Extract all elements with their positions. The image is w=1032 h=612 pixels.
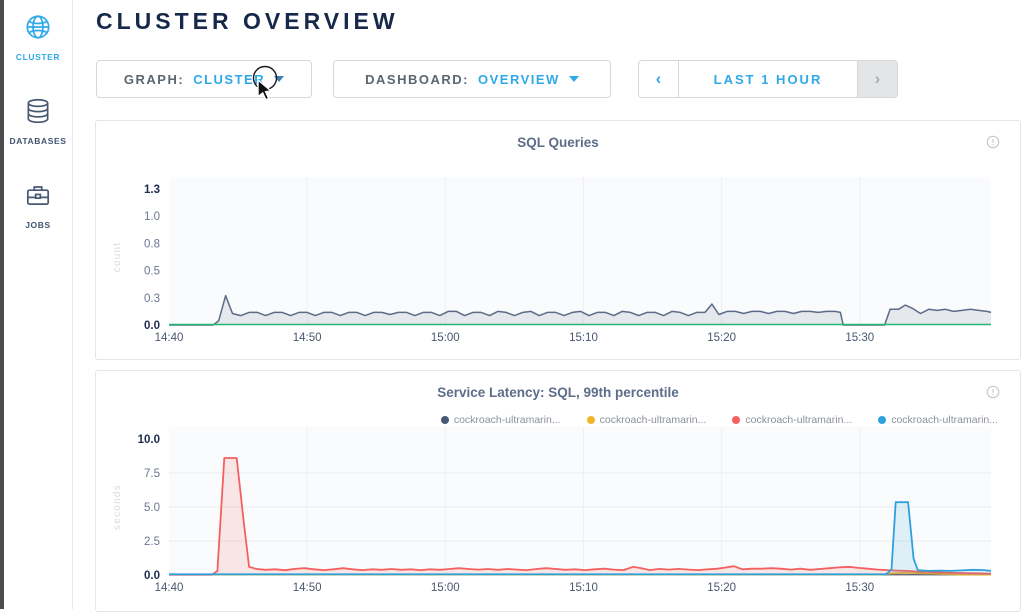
svg-text:15:30: 15:30 xyxy=(845,582,874,594)
svg-text:seconds: seconds xyxy=(112,484,123,530)
dashboard-dropdown-value: OVERVIEW xyxy=(478,71,560,87)
sidebar: CLUSTER DATABASES JOBS xyxy=(4,0,73,609)
info-icon[interactable] xyxy=(986,385,1000,404)
legend-label: cockroach-ultramarin... xyxy=(599,414,707,426)
legend-item[interactable]: cockroach-ultramarin... xyxy=(440,414,561,426)
graph-dropdown[interactable]: GRAPH: CLUSTER xyxy=(96,60,312,98)
legend-item[interactable]: cockroach-ultramarin... xyxy=(586,414,707,426)
sidebar-item-label: JOBS xyxy=(25,220,51,230)
svg-text:15:20: 15:20 xyxy=(707,582,736,594)
legend-dot-icon xyxy=(440,416,449,424)
legend-label: cockroach-ultramarin... xyxy=(891,414,998,426)
databases-icon xyxy=(23,96,53,131)
info-icon[interactable] xyxy=(986,135,1000,154)
dashboard-dropdown-label: DASHBOARD: xyxy=(365,71,469,87)
controls-bar: GRAPH: CLUSTER DASHBOARD: OVERVIEW ‹ LAS… xyxy=(96,60,898,98)
svg-text:0.8: 0.8 xyxy=(144,238,160,250)
legend: cockroach-ultramarin... cockroach-ultrama… xyxy=(440,414,998,426)
sidebar-item-label: DATABASES xyxy=(9,136,67,146)
graph-dropdown-label: GRAPH: xyxy=(123,71,185,87)
svg-text:0.0: 0.0 xyxy=(144,320,160,332)
svg-text:14:40: 14:40 xyxy=(155,332,184,344)
dashboard-dropdown[interactable]: DASHBOARD: OVERVIEW xyxy=(333,60,611,98)
legend-item[interactable]: cockroach-ultramarin... xyxy=(878,414,998,426)
time-window-label[interactable]: LAST 1 HOUR xyxy=(713,71,823,87)
sidebar-item-label: CLUSTER xyxy=(15,52,61,62)
jobs-icon xyxy=(23,180,53,215)
service-latency-chart: 0.0 2.5 5.0 7.5 10.0 14:40 14:50 15:00 15:10 15:2… xyxy=(112,427,992,594)
legend-label: cockroach-ultramarin... xyxy=(745,414,853,426)
sidebar-item-jobs[interactable]: JOBS xyxy=(23,180,53,230)
time-prev-button[interactable]: ‹ xyxy=(639,61,679,97)
time-window-selector: ‹ LAST 1 HOUR › xyxy=(638,60,898,98)
sidebar-item-databases[interactable]: DATABASES xyxy=(9,96,66,146)
svg-text:1.3: 1.3 xyxy=(144,184,160,196)
legend-dot-icon xyxy=(878,416,887,424)
legend-dot-icon xyxy=(586,416,595,424)
sidebar-item-cluster[interactable]: CLUSTER xyxy=(16,12,60,62)
globe-icon xyxy=(23,12,53,47)
svg-text:15:30: 15:30 xyxy=(845,332,874,344)
graph-dropdown-value: CLUSTER xyxy=(193,71,266,87)
legend-label: cockroach-ultramarin... xyxy=(453,414,561,426)
svg-text:15:10: 15:10 xyxy=(569,582,598,594)
chevron-down-icon xyxy=(568,76,579,82)
svg-text:15:10: 15:10 xyxy=(569,332,598,344)
svg-text:0.0: 0.0 xyxy=(144,570,160,582)
service-latency-card: Service Latency: SQL, 99th percentile co… xyxy=(95,370,1021,612)
svg-text:count: count xyxy=(112,242,123,272)
chart-title: SQL Queries xyxy=(517,135,599,150)
legend-item[interactable]: cockroach-ultramarin... xyxy=(732,414,852,426)
svg-text:14:50: 14:50 xyxy=(293,332,322,344)
sql-queries-chart: 0.0 0.3 0.5 0.8 1.0 1.3 14:40 14:50 15:00 15:10 15… xyxy=(112,177,992,344)
svg-text:0.5: 0.5 xyxy=(144,266,160,278)
svg-text:15:00: 15:00 xyxy=(431,582,460,594)
svg-text:14:40: 14:40 xyxy=(155,582,184,594)
window-edge-strip xyxy=(0,0,4,609)
svg-text:10.0: 10.0 xyxy=(138,434,160,446)
time-next-button-disabled: › xyxy=(857,61,897,97)
svg-text:7.5: 7.5 xyxy=(144,468,160,480)
svg-text:0.3: 0.3 xyxy=(144,293,160,305)
chart-title: Service Latency: SQL, 99th percentile xyxy=(437,385,679,400)
svg-text:2.5: 2.5 xyxy=(144,536,160,548)
svg-text:15:20: 15:20 xyxy=(707,332,736,344)
sql-queries-card: SQL Queries 0.0 0.3 0.5 0.8 1.0 1.3 14:40 14:50… xyxy=(95,120,1021,360)
svg-text:1.0: 1.0 xyxy=(144,211,160,223)
legend-dot-icon xyxy=(732,416,741,424)
page-title: CLUSTER OVERVIEW xyxy=(96,8,399,34)
svg-text:14:50: 14:50 xyxy=(293,582,322,594)
svg-text:15:00: 15:00 xyxy=(431,332,460,344)
svg-text:5.0: 5.0 xyxy=(144,502,160,514)
chevron-down-icon xyxy=(274,76,285,82)
